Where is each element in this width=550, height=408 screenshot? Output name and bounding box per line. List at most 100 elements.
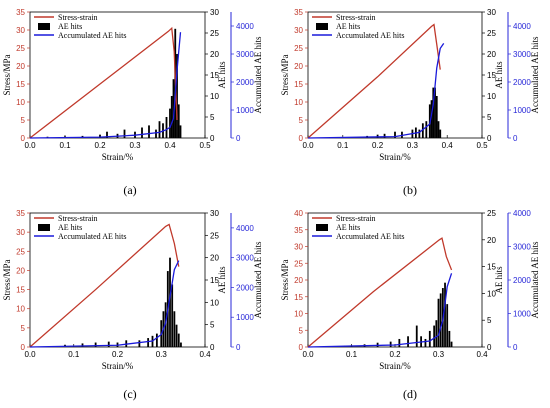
y2-axis-label: AE hits [494,61,504,89]
y-tick-label: 15 [16,286,25,295]
y-tick-label: 20 [16,266,25,275]
y2-tick-label: 20 [210,254,219,263]
x-tick-label: 0.3 [156,350,168,359]
y-tick-label: 5 [299,116,304,125]
x-axis-label: Strain/% [379,152,411,162]
ae-hits-bar [444,282,446,347]
y-tick-label: 10 [294,98,303,107]
ae-hits-bar [383,133,386,138]
ae-hits-bar [415,325,418,347]
y-tick-label: 15 [294,293,303,302]
y-tick-label: 0 [299,343,304,352]
ae-hits-bar [94,342,97,347]
y2-tick-label: 20 [487,236,496,245]
ae-hits-bar [435,96,438,138]
y3-axis-label: Accumulated AE hits [530,36,540,113]
y3-tick-label: 1000 [513,106,531,115]
ae-hits-bar [148,125,150,138]
x-tick-label: 0.1 [346,350,358,359]
x-tick-label: 0.5 [199,141,211,150]
y2-tick-label: 15 [210,276,219,285]
y-tick-label: 10 [16,305,25,314]
ae-hits-bar [170,96,173,138]
y-tick-label: 35 [294,8,303,17]
x-axis-label: Strain/% [102,152,134,162]
ae-hits-bar [439,129,442,138]
legend-label-stress-strain: Stress-strain [336,13,376,22]
ae-hits-bar [165,117,168,138]
legend-swatch-ae [38,224,50,231]
y-tick-label: 0 [299,134,304,143]
legend-swatch-ae [38,23,50,30]
ae-hits-bar [421,123,424,138]
y3-axis-label: Accumulated AE hits [253,36,263,113]
x-axis-label: Strain/% [379,361,411,371]
legend-label-stress-strain: Stress-strain [336,214,376,223]
y2-tick-label: 25 [210,29,219,38]
y3-tick-label: 0 [236,343,241,352]
y-tick-label: 20 [294,62,303,71]
y-axis-label: Stress/MPa [2,54,12,95]
x-tick-label: 0.3 [407,141,419,150]
y-tick-label: 5 [21,116,26,125]
y2-tick-label: 5 [210,321,215,330]
y3-tick-label: 3000 [236,254,254,263]
y3-tick-label: 0 [513,134,518,143]
ae-hits-bar [389,341,392,347]
accumulated-ae-hits-line [307,273,453,348]
x-tick-label: 0.0 [302,141,314,150]
y2-tick-label: 25 [210,231,219,240]
ae-hits-bar [425,121,428,138]
y3-tick-label: 2000 [513,276,531,285]
y2-tick-label: 30 [487,8,496,17]
x-tick-label: 0.0 [24,350,36,359]
y-tick-label: 10 [294,310,303,319]
x-tick-label: 0.5 [476,141,488,150]
x-tick-label: 0.2 [94,141,106,150]
y2-axis-label: AE hits [217,266,227,294]
ae-hits-bar [172,79,175,138]
ae-hits-bar [418,129,421,138]
ae-hits-bar [433,325,436,347]
y3-tick-label: 4000 [513,22,531,31]
y2-tick-label: 25 [487,29,496,38]
accumulated-ae-hits-line [29,32,182,139]
legend-label-accumulated: Accumulated AE hits [58,31,126,40]
y-tick-label: 25 [294,44,303,53]
x-tick-label: 0.1 [337,141,349,150]
y2-tick-label: 30 [210,8,219,17]
legend-label-stress-strain: Stress-strain [58,13,98,22]
y2-tick-label: 10 [210,92,219,101]
legend-label-ae-hits: AE hits [58,22,82,31]
ae-hits-bar [398,338,401,347]
x-tick-label: 0.2 [372,141,384,150]
ae-hits-bar [141,127,143,138]
y3-tick-label: 4000 [513,209,531,218]
y2-tick-label: 0 [487,134,492,143]
ae-hits-bar [177,104,180,138]
chart-panel-b: 0.0 0.1 0.2 0.3 0.4 0.50510152025303505101520… [280,8,540,197]
ae-hits-bar [424,338,427,347]
ae-hits-bar [179,125,182,138]
ae-hits-bar [158,121,161,138]
chart-panel-c: 0.0 0.1 0.2 0.3 0.40510152025303505101520253… [2,209,263,401]
y3-tick-label: 3000 [513,243,531,252]
y2-tick-label: 10 [210,298,219,307]
ae-hits-bar [177,333,180,347]
ae-hits-bar [106,131,108,138]
y2-tick-label: 25 [487,209,496,218]
y2-tick-label: 0 [487,343,492,352]
y-tick-label: 25 [16,247,25,256]
ae-hits-bar [107,341,110,347]
ae-hits-bar [407,336,409,347]
y3-axis-label: Accumulated AE hits [530,241,540,318]
x-tick-label: 0.4 [164,141,176,150]
y3-tick-label: 1000 [236,106,254,115]
y-tick-label: 30 [294,243,303,252]
y-tick-label: 30 [16,26,25,35]
ae-hits-bar [99,134,101,138]
x-tick-label: 0.4 [476,350,488,359]
y-tick-label: 20 [16,62,25,71]
ae-hits-bar [439,293,442,347]
